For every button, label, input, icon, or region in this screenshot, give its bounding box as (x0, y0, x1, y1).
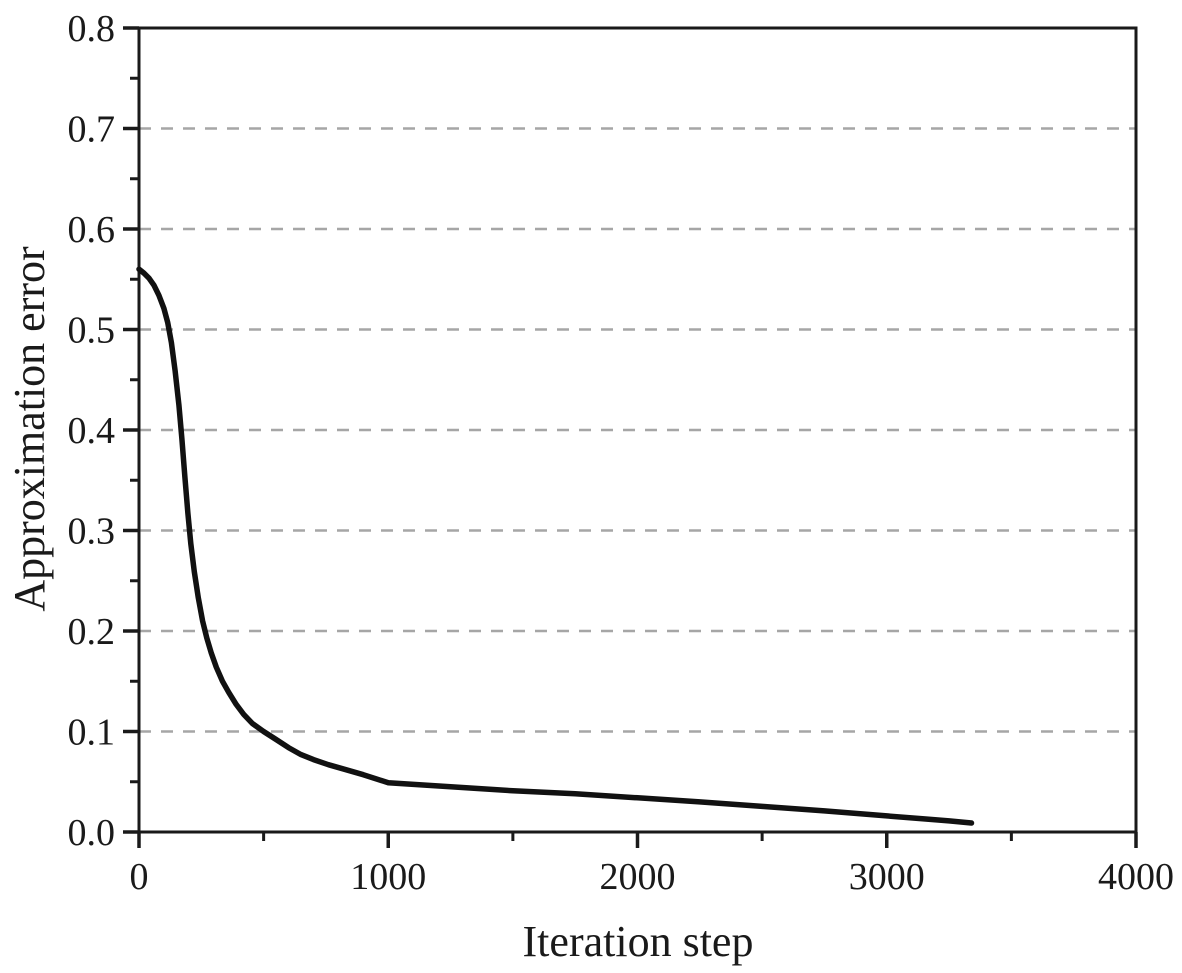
plot-area: 0 1000 2000 3000 4000 0.0 0.1 0.2 0.3 0.4 0.5 0.6 0.… (68, 8, 1175, 898)
x-tick-label: 4000 (1098, 856, 1174, 898)
x-tick-label: 3000 (849, 856, 925, 898)
y-axis-title: Approximation error (5, 246, 54, 612)
x-tick-label: 0 (130, 856, 149, 898)
y-tick-label: 0.4 (68, 410, 116, 452)
x-tick-label: 2000 (600, 856, 676, 898)
y-tick-label: 0.7 (68, 109, 116, 151)
y-tick-label: 0.3 (68, 511, 116, 553)
y-tick-label: 0.6 (68, 209, 116, 251)
y-tick-label: 0.0 (68, 812, 116, 854)
y-tick-label: 0.8 (68, 8, 116, 50)
y-tick-label: 0.5 (68, 310, 116, 352)
error-curve (136, 266, 975, 826)
x-axis-title: Iteration step (523, 917, 754, 966)
y-tick-label: 0.2 (68, 611, 116, 653)
y-tick-label: 0.1 (68, 712, 116, 754)
x-tick-label: 1000 (350, 856, 426, 898)
